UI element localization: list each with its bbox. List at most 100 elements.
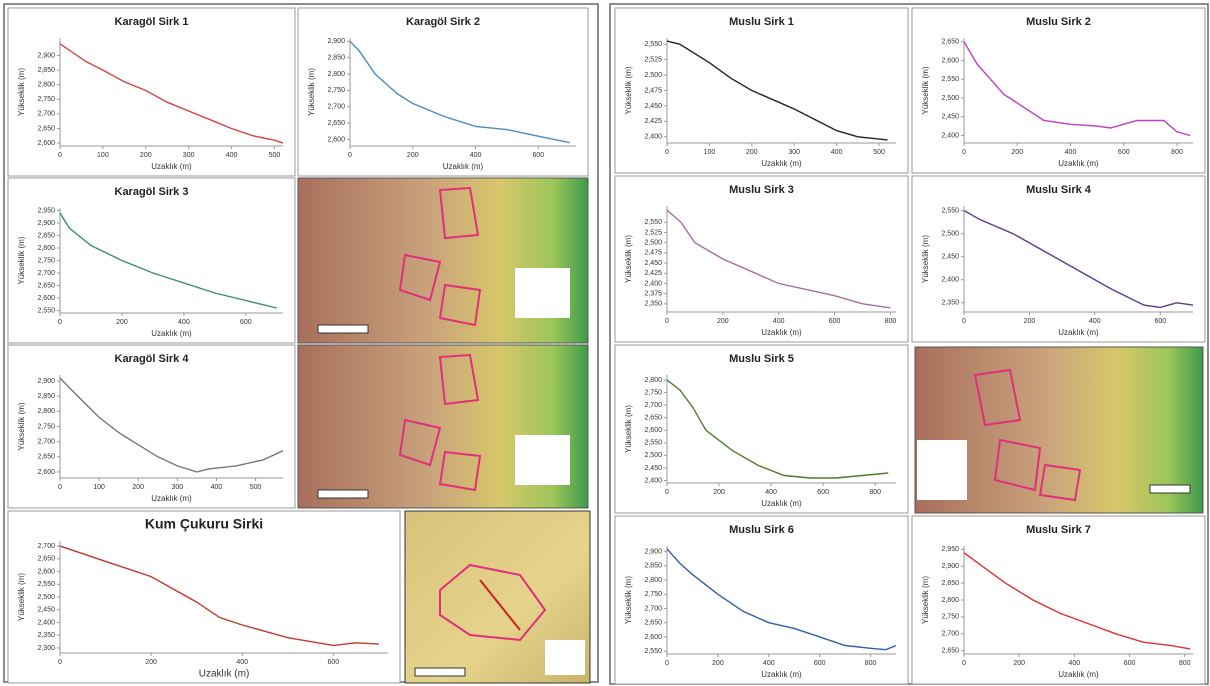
y-tick-label: 2,600	[37, 140, 55, 147]
x-tick-label: 200	[1013, 660, 1025, 667]
y-tick-label: 2,400	[37, 619, 55, 626]
y-tick-label: 2,350	[37, 632, 55, 639]
x-tick-label: 800	[865, 660, 877, 667]
y-tick-label: 2,750	[327, 87, 345, 94]
y-tick-label: 2,650	[37, 282, 55, 289]
x-tick-label: 0	[58, 484, 62, 491]
y-tick-label: 2,550	[37, 307, 55, 314]
x-tick-label: 800	[885, 318, 897, 325]
x-tick-label: 100	[93, 484, 105, 491]
x-tick-label: 600	[829, 318, 841, 325]
x-tick-label: 200	[712, 660, 724, 667]
y-tick-label: 2,950	[941, 546, 959, 553]
chart-title: Karagöl Sirk 3	[115, 186, 189, 198]
y-tick-label: 2,750	[644, 591, 662, 598]
y-tick-label: 2,450	[941, 254, 959, 261]
y-tick-label: 2,950	[37, 207, 55, 214]
chart-title: Muslu Sirk 4	[1026, 184, 1092, 196]
figure: Karagöl Sirk 1 2,600 2,650 2,700 2,750 2,800 2…	[0, 0, 1210, 686]
chart-title: Karagöl Sirk 1	[115, 16, 189, 28]
x-tick-label: 400	[765, 489, 777, 496]
x-tick-label: 400	[470, 152, 482, 159]
y-tick-label: 2,700	[37, 543, 55, 550]
y-tick-label: 2,425	[644, 270, 662, 277]
chart-frame	[8, 511, 400, 683]
y-tick-label: 2,700	[37, 111, 55, 118]
y-tick-label: 2,475	[644, 250, 662, 257]
x-tick-label: 200	[140, 152, 152, 159]
x-axis-label: Uzaklık (m)	[1058, 670, 1099, 679]
y-tick-label: 2,850	[37, 232, 55, 239]
chart-title: Karagöl Sirk 4	[115, 353, 190, 365]
x-tick-label: 400	[226, 152, 238, 159]
chart-title: Muslu Sirk 5	[729, 353, 794, 365]
y-tick-label: 2,700	[644, 402, 662, 409]
x-tick-label: 0	[348, 152, 352, 159]
x-tick-label: 200	[1011, 149, 1023, 156]
x-tick-label: 500	[269, 152, 281, 159]
x-tick-label: 800	[1171, 149, 1183, 156]
page: Karagöl Sirk 1 2,600 2,650 2,700 2,750 2,800 2…	[0, 0, 1210, 686]
y-tick-label: 2,450	[37, 607, 55, 614]
y-tick-label: 2,550	[644, 219, 662, 226]
y-tick-label: 2,500	[644, 452, 662, 459]
y-tick-label: 2,350	[644, 301, 662, 308]
x-tick-label: 200	[746, 149, 758, 156]
x-tick-label: 400	[236, 659, 248, 666]
y-tick-label: 2,450	[644, 465, 662, 472]
map	[915, 347, 1203, 513]
map	[298, 178, 588, 343]
x-tick-label: 0	[665, 149, 669, 156]
y-tick-label: 2,400	[941, 277, 959, 284]
map	[298, 345, 588, 508]
x-tick-label: 0	[665, 489, 669, 496]
y-tick-label: 2,750	[37, 423, 55, 430]
chart-frame	[615, 516, 908, 684]
y-tick-label: 2,650	[37, 556, 55, 563]
y-tick-label: 2,550	[941, 76, 959, 83]
y-tick-label: 2,700	[327, 104, 345, 111]
x-tick-label: 400	[211, 484, 223, 491]
y-tick-label: 2,400	[644, 280, 662, 287]
x-tick-label: 600	[327, 659, 339, 666]
y-tick-label: 2,450	[644, 103, 662, 110]
y-axis-label: Yükseklik (m)	[17, 68, 26, 116]
y-tick-label: 2,550	[644, 648, 662, 655]
x-tick-label: 600	[1118, 149, 1130, 156]
y-tick-label: 2,600	[941, 57, 959, 64]
x-tick-label: 300	[788, 149, 800, 156]
x-axis-label: Uzaklık (m)	[199, 669, 250, 680]
y-tick-label: 2,450	[644, 260, 662, 267]
y-tick-label: 2,500	[941, 95, 959, 102]
y-tick-label: 2,450	[941, 114, 959, 121]
y-tick-label: 2,800	[327, 71, 345, 78]
chart-title: Muslu Sirk 1	[729, 16, 794, 28]
y-axis-label: Yükseklik (m)	[624, 235, 633, 283]
x-axis-label: Uzaklık (m)	[1058, 159, 1099, 168]
y-tick-label: 2,650	[644, 620, 662, 627]
y-axis-label: Yükseklik (m)	[17, 573, 26, 621]
x-axis-label: Uzaklık (m)	[1058, 328, 1099, 337]
x-tick-label: 0	[665, 318, 669, 325]
y-axis-label: Yükseklik (m)	[17, 236, 26, 284]
y-tick-label: 2,800	[37, 408, 55, 415]
y-tick-label: 2,850	[644, 563, 662, 570]
x-tick-label: 200	[132, 484, 144, 491]
chart-title: Karagöl Sirk 2	[406, 16, 480, 28]
x-axis-label: Uzaklık (m)	[151, 162, 192, 171]
y-tick-label: 2,800	[644, 577, 662, 584]
y-tick-label: 2,900	[327, 38, 345, 45]
y-tick-label: 2,650	[37, 125, 55, 132]
y-tick-label: 2,600	[37, 568, 55, 575]
x-tick-label: 200	[116, 319, 128, 326]
y-axis-label: Yükseklik (m)	[624, 405, 633, 453]
x-axis-label: Uzaklık (m)	[761, 159, 802, 168]
y-tick-label: 2,500	[941, 230, 959, 237]
y-tick-label: 2,600	[37, 295, 55, 302]
x-tick-label: 600	[532, 152, 544, 159]
x-tick-label: 0	[962, 149, 966, 156]
y-axis-label: Yükseklik (m)	[624, 576, 633, 624]
y-tick-label: 2,700	[941, 631, 959, 638]
y-tick-label: 2,500	[37, 594, 55, 601]
y-tick-label: 2,850	[37, 67, 55, 74]
